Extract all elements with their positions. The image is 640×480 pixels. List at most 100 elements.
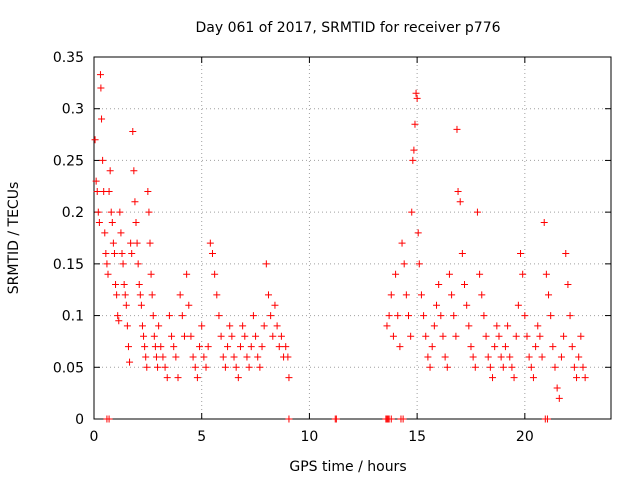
data-point bbox=[249, 312, 257, 320]
data-point bbox=[405, 312, 413, 320]
data-point bbox=[399, 415, 407, 423]
y-tick-labels: 0 0.05 0.1 0.15 0.2 0.25 0.3 0.35 bbox=[53, 50, 84, 428]
x-tick-label: 20 bbox=[516, 429, 534, 445]
data-point bbox=[523, 332, 531, 340]
data-point bbox=[267, 312, 275, 320]
data-point bbox=[392, 270, 400, 278]
data-point bbox=[191, 363, 199, 371]
data-point bbox=[575, 353, 583, 361]
data-point bbox=[196, 343, 204, 351]
data-point bbox=[258, 343, 266, 351]
data-point bbox=[200, 353, 208, 361]
data-point bbox=[433, 301, 441, 309]
y-tick-label: 0.25 bbox=[53, 153, 84, 169]
data-point bbox=[172, 353, 180, 361]
data-point bbox=[504, 322, 512, 330]
data-point bbox=[120, 281, 128, 289]
y-tick-label: 0.05 bbox=[53, 360, 84, 376]
data-point bbox=[230, 353, 238, 361]
data-point bbox=[136, 291, 144, 299]
data-point bbox=[387, 415, 395, 423]
data-point bbox=[254, 353, 262, 361]
data-points bbox=[91, 71, 589, 423]
data-point bbox=[147, 270, 155, 278]
data-point bbox=[424, 353, 432, 361]
data-point bbox=[560, 332, 568, 340]
data-point bbox=[402, 291, 410, 299]
data-point bbox=[495, 332, 503, 340]
data-point bbox=[478, 291, 486, 299]
y-tick-label: 0.2 bbox=[62, 205, 84, 221]
data-point bbox=[525, 353, 533, 361]
data-point bbox=[456, 198, 464, 206]
data-point bbox=[208, 250, 216, 258]
data-point bbox=[198, 322, 206, 330]
data-point bbox=[185, 301, 193, 309]
data-point bbox=[124, 343, 132, 351]
data-point bbox=[204, 343, 212, 351]
data-point bbox=[243, 353, 251, 361]
data-point bbox=[116, 208, 124, 216]
data-point bbox=[245, 363, 253, 371]
data-point bbox=[430, 322, 438, 330]
data-point bbox=[545, 291, 553, 299]
data-point bbox=[150, 332, 158, 340]
data-point bbox=[155, 322, 163, 330]
data-point bbox=[112, 281, 120, 289]
data-point bbox=[521, 312, 529, 320]
data-point bbox=[417, 291, 425, 299]
data-point bbox=[332, 415, 340, 423]
data-point bbox=[566, 312, 574, 320]
data-point bbox=[413, 94, 421, 102]
data-point bbox=[473, 208, 481, 216]
data-point bbox=[454, 187, 462, 195]
data-point bbox=[163, 374, 171, 382]
data-point bbox=[133, 239, 141, 247]
data-point bbox=[398, 239, 406, 247]
data-point bbox=[228, 332, 236, 340]
data-point bbox=[471, 363, 479, 371]
data-point bbox=[497, 353, 505, 361]
data-point bbox=[119, 260, 127, 268]
data-point bbox=[443, 363, 451, 371]
data-point bbox=[467, 343, 475, 351]
data-point bbox=[573, 374, 581, 382]
data-point bbox=[262, 260, 270, 268]
data-point bbox=[407, 332, 415, 340]
data-point bbox=[484, 353, 492, 361]
data-point bbox=[165, 312, 173, 320]
data-point bbox=[394, 312, 402, 320]
data-point bbox=[508, 363, 516, 371]
data-point bbox=[542, 270, 550, 278]
data-point bbox=[415, 260, 423, 268]
data-point bbox=[562, 250, 570, 258]
x-tick-label: 10 bbox=[301, 429, 319, 445]
x-tick-labels: 0 5 10 15 20 bbox=[90, 429, 534, 445]
data-point bbox=[161, 363, 169, 371]
data-point bbox=[555, 394, 563, 402]
data-point bbox=[142, 353, 150, 361]
data-point bbox=[445, 270, 453, 278]
axis-ticks bbox=[93, 56, 611, 420]
data-point bbox=[581, 374, 589, 382]
data-point bbox=[568, 343, 576, 351]
data-point bbox=[428, 343, 436, 351]
data-point bbox=[435, 281, 443, 289]
data-point bbox=[154, 363, 162, 371]
data-point bbox=[551, 363, 559, 371]
y-axis-label: SRMTID / TECUs bbox=[6, 182, 22, 295]
data-point bbox=[400, 260, 408, 268]
data-point bbox=[411, 120, 419, 128]
data-point bbox=[549, 343, 557, 351]
data-point bbox=[127, 239, 135, 247]
data-point bbox=[109, 239, 117, 247]
data-point bbox=[579, 363, 587, 371]
data-point bbox=[108, 218, 116, 226]
data-point bbox=[123, 322, 131, 330]
data-point bbox=[527, 363, 535, 371]
data-point bbox=[121, 291, 129, 299]
data-point bbox=[480, 312, 488, 320]
data-point bbox=[103, 260, 111, 268]
data-point bbox=[174, 374, 182, 382]
